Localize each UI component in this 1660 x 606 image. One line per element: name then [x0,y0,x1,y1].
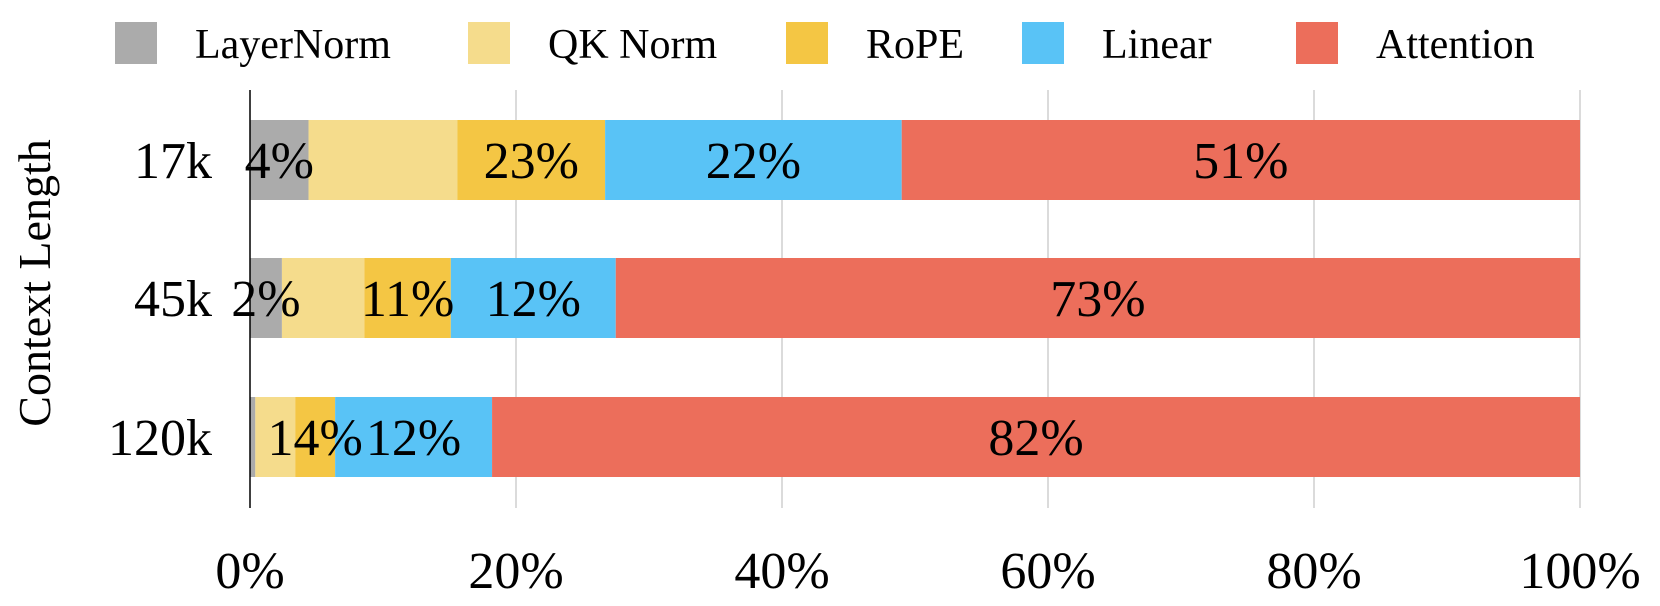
data-label: 12% [366,410,461,467]
category-label: 17k [134,133,212,190]
legend-swatch [468,22,510,64]
legend-label: Linear [1102,22,1212,68]
data-label: 11% [361,271,454,328]
x-tick-label: 40% [734,543,829,600]
x-tick-label: 100% [1519,543,1640,600]
legend: LayerNorm QK Norm RoPE Linear Attention [115,22,1535,68]
x-tick-labels: 0% 20% 40% 60% 80% 100% [215,543,1640,600]
data-label: 14% [268,410,363,467]
bar-segment-layernorm [250,397,256,477]
bar-segment-linear [335,397,493,477]
category-labels: 17k 45k 120k [108,133,212,467]
segment-labels: 4% 23% 22% 51%2% 11% 12% 73%14% 12% 82% [231,133,1288,467]
legend-swatch [1296,22,1338,64]
bar-segment-attention [492,397,1580,477]
y-axis-label: Context Length [9,139,60,426]
legend-swatch [786,22,828,64]
x-tick-label: 20% [468,543,563,600]
bar-segment-attention [901,120,1580,200]
data-label: 23% [484,133,579,190]
bar-segment-attention [615,258,1580,338]
legend-swatch [115,22,157,64]
data-label: 12% [486,271,581,328]
bar-segment-rope [295,397,336,477]
bar-segment-qk-norm [308,120,458,200]
bars [250,120,1580,477]
bar-segment-linear [450,258,616,338]
bar-segment-rope [364,258,451,338]
category-label: 45k [134,271,212,328]
bar-segment-rope [457,120,606,200]
legend-label: Attention [1376,22,1535,68]
category-label: 120k [108,410,212,467]
legend-swatch [1022,22,1064,64]
x-tick-label: 60% [1000,543,1095,600]
data-label: 73% [1050,271,1145,328]
legend-label: RoPE [866,22,964,68]
data-label: 22% [706,133,801,190]
legend-label: QK Norm [548,22,717,68]
data-label: 2% [231,271,300,328]
bar-segment-layernorm [250,120,309,200]
x-tick-label: 80% [1266,543,1361,600]
data-label: 51% [1193,133,1288,190]
x-tick-label: 0% [215,543,284,600]
bar-segment-qk-norm [255,397,296,477]
legend-label: LayerNorm [195,22,391,68]
bar-segment-layernorm [250,258,282,338]
bar-segment-linear [605,120,902,200]
bar-segment-qk-norm [281,258,365,338]
data-label: 4% [245,133,314,190]
data-label: 82% [988,410,1083,467]
